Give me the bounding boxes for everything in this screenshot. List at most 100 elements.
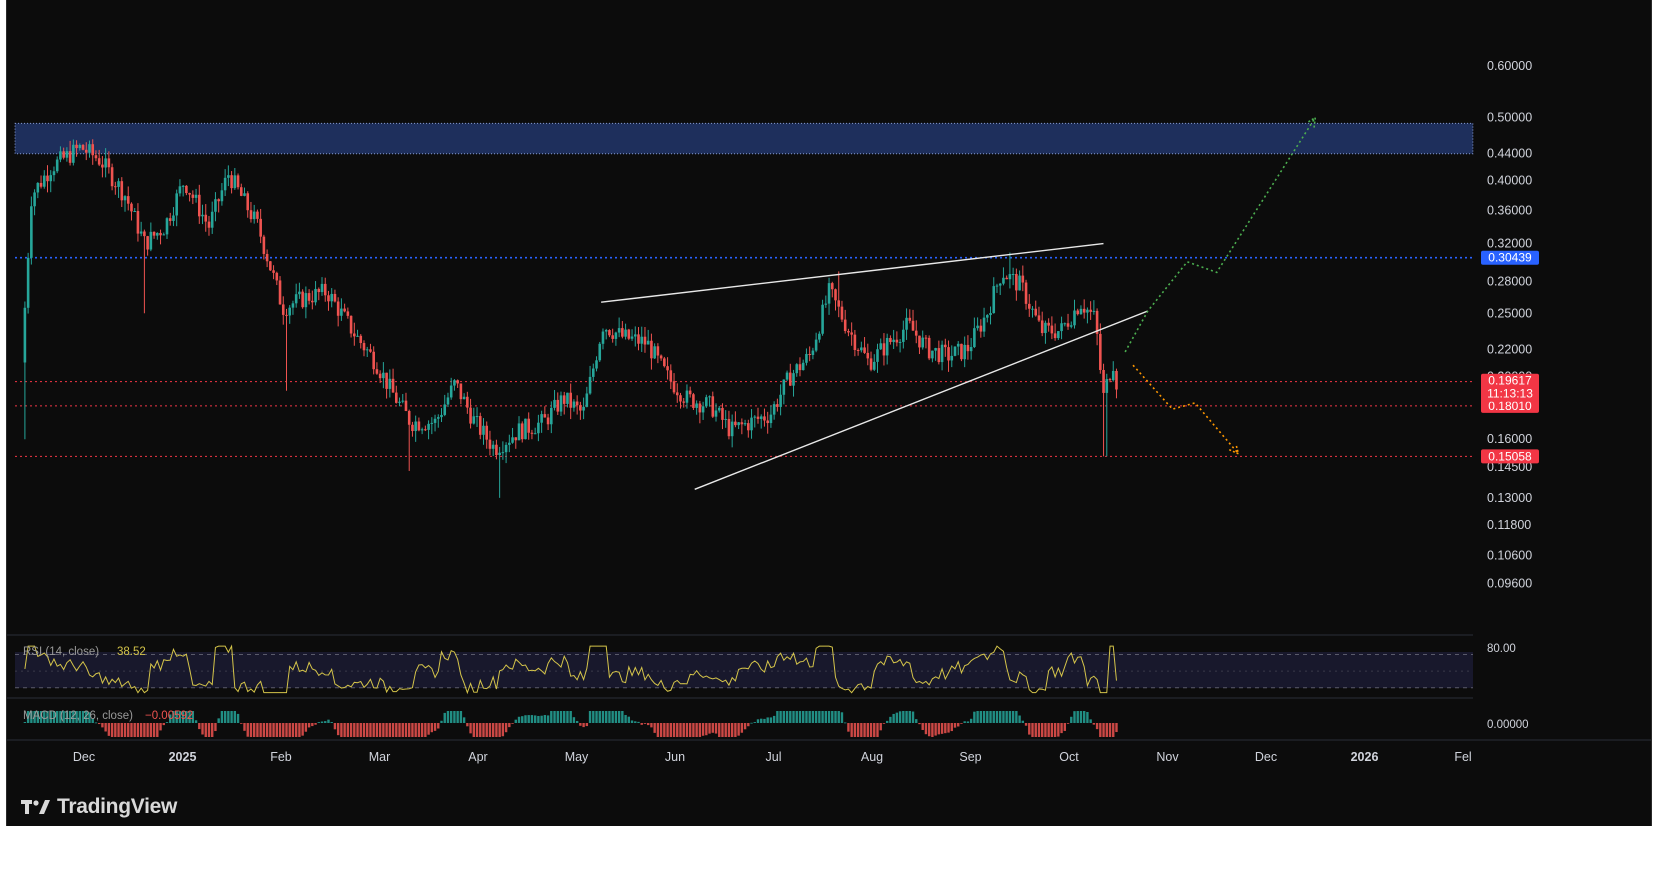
macd-bar [272, 723, 275, 737]
candle-body [288, 307, 292, 316]
candle-body [960, 343, 963, 360]
macd-bar [705, 723, 708, 736]
candle-body [840, 306, 844, 320]
candle-body [708, 396, 711, 398]
candle-body [65, 151, 69, 158]
price-tick-label: 0.10600 [1487, 548, 1532, 562]
candle-body [230, 175, 233, 189]
macd-bar [488, 723, 492, 737]
candle-body [617, 328, 621, 333]
macd-bar [479, 723, 482, 737]
candle-body [178, 186, 182, 194]
candle-body [685, 390, 689, 403]
macd-bar [278, 723, 282, 737]
macd-bar [621, 711, 624, 723]
candle-body [239, 187, 243, 196]
price-tick-label: 0.40000 [1487, 174, 1532, 188]
macd-bar [811, 711, 815, 723]
candle-body [1086, 309, 1089, 313]
candle-body [508, 442, 511, 445]
candle-body [608, 330, 611, 336]
macd-bar [950, 723, 953, 732]
macd-bar [333, 723, 337, 730]
macd-bar [821, 711, 824, 723]
price-axis[interactable]: 0.60000 0.50000 0.44000 0.40000 0.36000 0.320… [1487, 59, 1532, 590]
macd-bar [1076, 711, 1079, 723]
candle-body [46, 175, 49, 182]
macd-bar [72, 711, 75, 723]
candle-body [921, 337, 925, 348]
candle-body [776, 404, 779, 407]
macd-bar [824, 711, 828, 723]
candle-body [995, 285, 999, 287]
macd-bar [508, 723, 511, 728]
candle-body [159, 232, 162, 236]
candle-body [298, 291, 301, 295]
candle-body [62, 151, 65, 158]
candle-body [756, 416, 760, 419]
candle-body [782, 379, 786, 395]
tradingview-logo-icon [21, 800, 50, 814]
candle-body [501, 452, 505, 454]
macd-bar [146, 723, 149, 737]
macd-bar [753, 722, 756, 723]
macd-bar [924, 723, 928, 735]
tradingview-wordmark: TradingView [57, 795, 178, 818]
macd-bar [760, 718, 763, 723]
candle-body [882, 343, 886, 356]
candle-body [320, 283, 324, 293]
macd-bar [653, 723, 656, 733]
candle-body [68, 151, 72, 163]
candle-body [156, 232, 159, 236]
candle-body [152, 231, 156, 236]
macd-bar [449, 711, 453, 723]
macd-bar [779, 711, 782, 723]
macd-bar [863, 723, 866, 737]
candle-body [33, 192, 36, 207]
level-tag-3: 0.15058 [1488, 449, 1532, 463]
time-axis[interactable]: Dec 2025 Feb Mar Apr May Jun Jul Aug Sep Oct Nov Dec… [73, 750, 1472, 764]
macd-bar [152, 723, 156, 737]
macd-bar [892, 713, 895, 723]
candle-body [30, 206, 33, 258]
macd-bar [679, 723, 682, 737]
candle-body [827, 283, 831, 304]
macd-bar [940, 723, 944, 734]
macd-bar [343, 723, 346, 737]
candle-body [459, 383, 463, 400]
macd-bar [1011, 711, 1015, 723]
macd-bar [614, 711, 618, 723]
candle-body [404, 400, 408, 411]
candle-body [979, 325, 983, 332]
candle-body [498, 452, 501, 456]
macd-bar [634, 721, 637, 723]
macd-bar [999, 711, 1002, 723]
price-chart[interactable]: 0.60000 0.50000 0.44000 0.40000 0.36000 0.320… [7, 0, 1651, 826]
candle-body [976, 325, 979, 329]
candle-body [805, 353, 808, 363]
candle-body [117, 181, 120, 187]
macd-bar [236, 713, 240, 723]
candle-body [311, 300, 314, 303]
macd-bar [976, 711, 979, 723]
candle-body [317, 288, 321, 293]
candle-body [672, 381, 676, 393]
candle-body [143, 231, 146, 237]
rsi-legend: RSI (14, close) 38.52 80.00 [23, 643, 1516, 658]
candle-body [427, 423, 430, 430]
candle-body [101, 164, 104, 168]
candle-body [281, 304, 285, 315]
candle-body [104, 158, 107, 168]
macd-bar [1066, 723, 1070, 724]
candle-body [130, 203, 133, 212]
macd-bar [446, 711, 450, 723]
candle-body [91, 144, 95, 156]
candle-body [918, 335, 921, 348]
candle-body [966, 344, 970, 352]
macd-bar [905, 711, 908, 723]
macd-bar [637, 721, 640, 723]
macd-bar [175, 711, 178, 723]
candle-body [1002, 277, 1005, 284]
candle-body [369, 349, 372, 352]
